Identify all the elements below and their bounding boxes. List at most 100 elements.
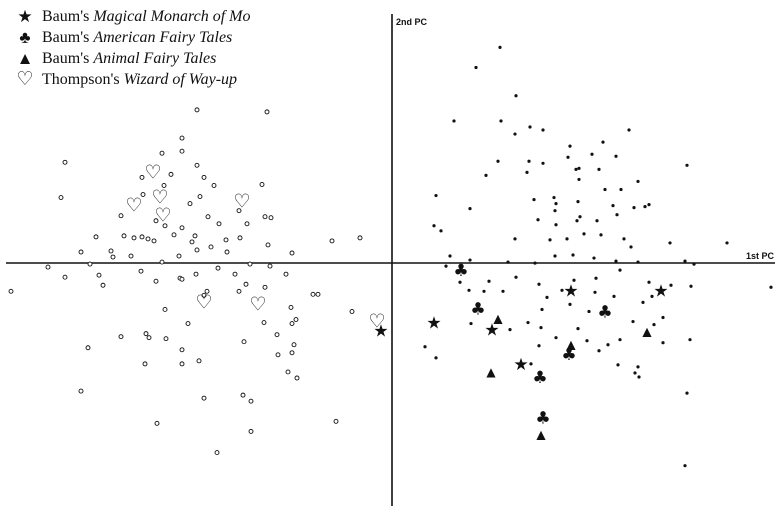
dot-point-55: [468, 258, 472, 262]
open-circle-point-40: [224, 249, 230, 255]
open-circle-point-81: [143, 331, 149, 337]
dot-point-95: [554, 336, 558, 340]
dot-point-112: [498, 45, 502, 49]
dot-point-92: [585, 339, 589, 343]
triangle-point-3: ▲: [642, 325, 652, 339]
heart-point-6: ♡: [249, 293, 266, 315]
dot-point-102: [616, 363, 620, 367]
open-circle-point-19: [162, 223, 168, 229]
open-circle-point-1: [179, 135, 185, 141]
open-circle-point-102: [357, 235, 363, 241]
open-circle-point-103: [294, 375, 300, 381]
triangle-point-2: ▲: [566, 338, 576, 352]
dot-point-41: [575, 219, 579, 223]
dot-point-88: [526, 320, 530, 325]
dot-point-48: [513, 237, 517, 241]
open-circle-point-11: [62, 159, 68, 165]
legend-title: Magical Monarch of Mo: [93, 8, 251, 25]
open-circle-point-79: [291, 342, 297, 348]
dot-point-68: [514, 275, 518, 279]
open-circle-point-25: [131, 235, 137, 241]
dot-point-39: [536, 218, 540, 222]
open-circle-point-17: [118, 213, 124, 219]
open-circle-point-90: [196, 358, 202, 364]
open-circle-point-50: [87, 261, 93, 267]
dot-point-109: [685, 391, 689, 395]
open-circle-point-71: [185, 321, 191, 327]
open-circle-point-41: [192, 233, 198, 239]
open-circle-point-51: [62, 274, 68, 280]
open-circle-point-97: [78, 388, 84, 394]
dot-point-43: [615, 213, 619, 217]
open-circle-point-84: [275, 352, 281, 358]
open-circle-point-45: [78, 249, 84, 255]
dot-point-29: [619, 187, 623, 192]
open-circle-point-91: [142, 361, 148, 367]
open-circle-point-82: [146, 335, 152, 341]
dot-point-54: [444, 264, 448, 268]
dot-point-76: [482, 289, 486, 293]
open-circle-point-100: [333, 418, 339, 424]
triangle-point-0: ▲: [493, 312, 503, 326]
open-circle-point-70: [204, 288, 210, 294]
heart-point-0: ♡: [144, 161, 161, 183]
dot-point-1: [499, 119, 503, 123]
dot-point-31: [685, 163, 689, 167]
open-circle-point-12: [58, 195, 64, 201]
legend-prefix: Baum's: [42, 50, 94, 67]
open-circle-point-77: [289, 321, 295, 327]
dot-point-72: [594, 276, 598, 280]
open-circle-point-26: [139, 234, 145, 240]
dot-point-62: [636, 260, 640, 264]
dot-point-58: [553, 254, 557, 258]
dot-point-32: [611, 204, 615, 208]
dot-point-78: [545, 295, 549, 299]
legend-item-american-fairy-tales: ♣ Baum's American Fairy Tales: [8, 27, 250, 48]
dot-point-40: [554, 223, 558, 227]
dot-point-94: [618, 338, 622, 342]
dot-point-90: [539, 325, 543, 330]
dot-point-15: [614, 154, 618, 158]
open-circle-point-37: [223, 237, 229, 243]
dot-point-26: [532, 197, 536, 202]
heart-outline-icon: ♡: [16, 69, 34, 90]
dot-point-114: [650, 294, 654, 298]
dot-point-17: [590, 152, 594, 156]
open-circle-point-89: [179, 361, 185, 367]
dot-point-14: [601, 140, 605, 144]
star-point-2: ★: [484, 321, 499, 341]
open-circle-point-86: [118, 334, 124, 340]
dot-point-36: [578, 215, 582, 219]
open-circle-point-49: [110, 254, 116, 260]
open-circle-point-47: [329, 238, 335, 244]
open-circle-point-36: [237, 235, 243, 241]
dot-point-38: [439, 229, 443, 233]
dot-point-34: [643, 205, 647, 209]
dot-point-63: [683, 259, 687, 263]
open-circle-point-85: [285, 369, 291, 375]
open-circle-point-31: [159, 259, 165, 265]
legend-prefix: Baum's: [42, 29, 94, 46]
open-circle-point-75: [315, 291, 321, 297]
dot-point-0: [474, 65, 478, 70]
dot-point-77: [501, 289, 505, 293]
dot-point-67: [487, 279, 491, 283]
heart-point-7: ♡: [368, 311, 385, 333]
dot-point-46: [668, 241, 672, 245]
legend-prefix: Thompson's: [42, 71, 124, 88]
open-circle-point-24: [93, 234, 99, 240]
club-point-4: ♣: [597, 302, 612, 322]
open-circle-point-39: [194, 247, 200, 253]
open-circle-point-8: [211, 183, 217, 188]
open-circle-point-59: [193, 271, 199, 277]
open-circle-point-9: [197, 194, 203, 200]
open-circle-point-68: [201, 292, 207, 298]
open-circle-point-57: [153, 278, 159, 284]
open-circle-point-98: [154, 420, 160, 426]
open-circle-point-21: [205, 214, 211, 220]
dot-point-71: [572, 278, 576, 282]
open-circle-point-14: [161, 183, 167, 188]
legend-item-monarch-of-mo: ★ Baum's Magical Monarch of Mo: [8, 6, 250, 27]
dot-point-93: [606, 343, 610, 347]
